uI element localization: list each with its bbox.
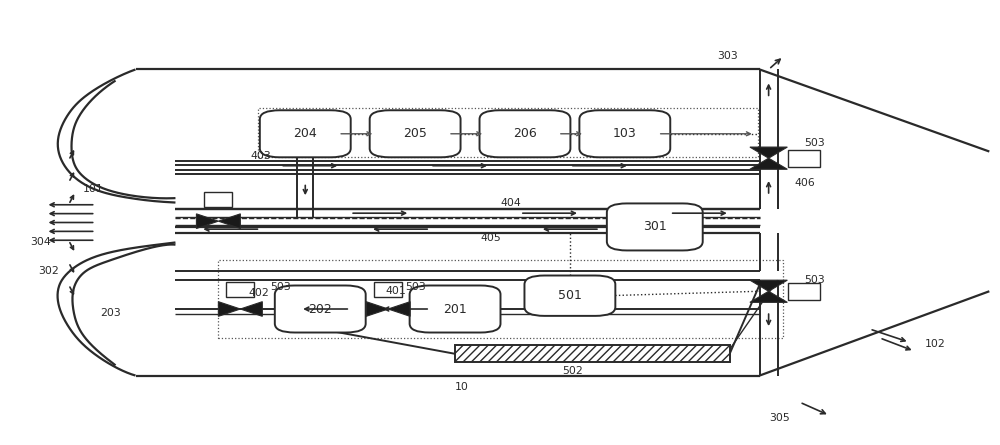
Text: 302: 302 [39, 266, 59, 276]
Text: 401: 401 [385, 286, 406, 296]
Text: 102: 102 [924, 340, 945, 349]
Text: 206: 206 [513, 127, 537, 140]
Bar [788, 283, 820, 299]
Bar [226, 282, 254, 296]
Bar [455, 345, 730, 362]
FancyBboxPatch shape [275, 286, 366, 332]
FancyBboxPatch shape [524, 275, 615, 316]
Text: 502: 502 [562, 366, 583, 376]
Text: 403: 403 [250, 151, 271, 161]
FancyBboxPatch shape [370, 110, 461, 157]
Text: 503: 503 [270, 282, 291, 292]
Text: 402: 402 [248, 288, 269, 299]
FancyBboxPatch shape [607, 203, 703, 251]
Polygon shape [218, 214, 240, 228]
Polygon shape [366, 302, 388, 316]
Bar [374, 282, 402, 296]
Bar [258, 108, 758, 157]
Text: 406: 406 [795, 178, 815, 188]
Polygon shape [388, 302, 410, 316]
Polygon shape [196, 214, 218, 228]
FancyBboxPatch shape [480, 110, 570, 157]
Text: 204: 204 [293, 127, 317, 140]
FancyBboxPatch shape [579, 110, 670, 157]
FancyBboxPatch shape [410, 286, 500, 332]
Text: 303: 303 [718, 51, 738, 61]
Text: 202: 202 [308, 303, 332, 316]
Text: 205: 205 [403, 127, 427, 140]
Bar [204, 192, 232, 207]
Text: 404: 404 [500, 198, 521, 207]
Polygon shape [750, 158, 787, 169]
Text: 101: 101 [83, 184, 103, 194]
Bar [218, 260, 783, 338]
Text: 10: 10 [455, 382, 469, 392]
Text: 103: 103 [613, 127, 637, 140]
FancyBboxPatch shape [260, 110, 351, 157]
Text: 503: 503 [805, 275, 825, 285]
Text: 301: 301 [643, 220, 667, 234]
Polygon shape [240, 302, 262, 316]
Bar [788, 150, 820, 166]
Polygon shape [750, 280, 787, 291]
Polygon shape [750, 291, 787, 302]
Text: 203: 203 [101, 308, 121, 319]
Polygon shape [750, 147, 787, 158]
Polygon shape [218, 302, 240, 316]
Text: 304: 304 [31, 238, 51, 247]
Text: 201: 201 [443, 303, 467, 316]
Text: 503: 503 [405, 282, 426, 292]
Text: 305: 305 [770, 413, 790, 423]
Text: 405: 405 [480, 233, 501, 243]
Text: 501: 501 [558, 289, 582, 302]
Text: 503: 503 [805, 138, 825, 148]
